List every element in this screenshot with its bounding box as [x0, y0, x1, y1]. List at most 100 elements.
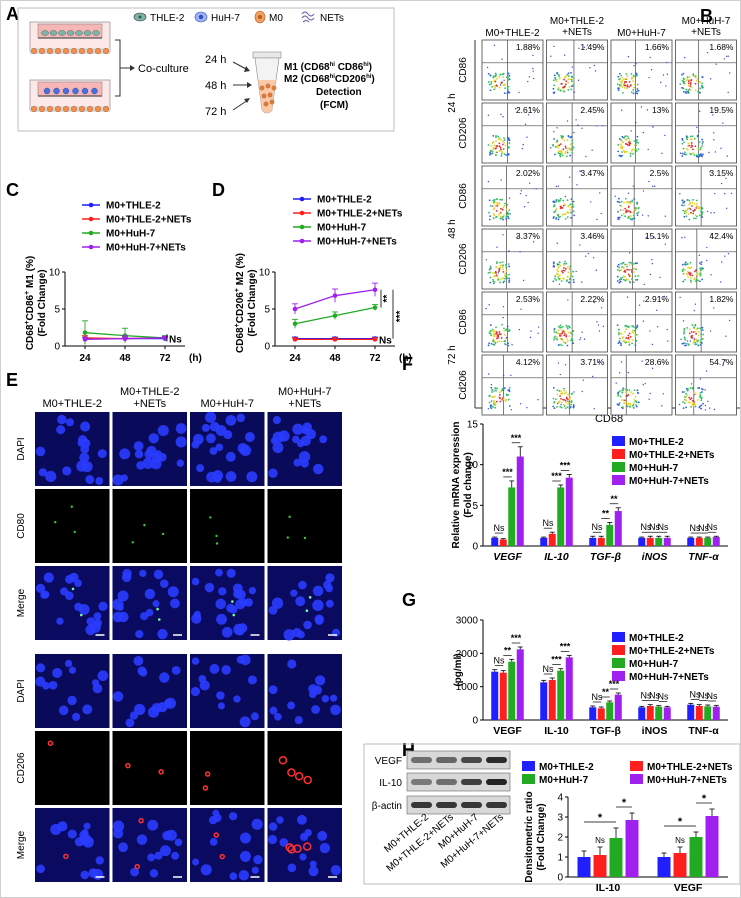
blot-band	[461, 802, 482, 808]
y-tick-label: 0	[54, 342, 60, 353]
y-axis-label-2: (Fold Change)	[247, 269, 258, 336]
flow-plot	[675, 354, 737, 416]
data-point	[372, 287, 378, 293]
sig-annotation: ***	[502, 467, 513, 477]
x-tick-label: TGF-β	[590, 725, 621, 737]
x-tick-label: IL-10	[544, 725, 569, 737]
micro-row-label: DAPI	[16, 679, 27, 702]
panel-letter-b: B	[700, 6, 713, 26]
blot-label: β-actin	[372, 801, 402, 812]
blot-band	[411, 757, 432, 763]
flow-percent: 2.53%	[516, 294, 541, 304]
legend-entry: M0+HuH-7+NETs	[629, 672, 709, 683]
x-tick-label: iNOS	[642, 551, 668, 563]
sig-annotation: Ns	[698, 691, 709, 701]
bar	[499, 539, 507, 546]
bar	[695, 706, 703, 720]
blot-label: VEGF	[375, 756, 402, 767]
chart-g: 0 1000 2000 3000 VEGF IL-10 TGF-β iNOS TNF-α (pg/…	[453, 616, 728, 737]
flow-plot	[675, 102, 737, 164]
data-point	[332, 337, 338, 342]
bar	[548, 533, 556, 546]
data-point	[82, 330, 88, 335]
sig-annotation: Ns	[543, 518, 554, 528]
flow-row-label: CD86	[458, 183, 469, 209]
blot-band	[461, 757, 482, 763]
legend-entry: M0+HuH-7	[629, 659, 679, 670]
sig-annotation: Ns	[592, 692, 603, 702]
bar	[687, 537, 695, 546]
flow-row-label: CD206	[458, 117, 469, 149]
flow-plot	[546, 228, 608, 290]
y-tick-label: 3	[557, 813, 563, 824]
blot-strip	[406, 795, 511, 815]
x-unit-label: (h)	[189, 353, 202, 364]
bar	[655, 706, 663, 720]
data-point	[292, 337, 298, 342]
legend-entry: M0+HuH-7+NETs	[629, 476, 709, 487]
bar	[704, 537, 712, 546]
sig-annotation: *	[702, 793, 707, 805]
sig-annotation: Ns	[543, 664, 554, 674]
x-tick-label: 72	[369, 353, 381, 364]
legend-entry: M0+HuH-7	[629, 463, 679, 474]
sig-annotation: *	[678, 816, 683, 828]
y-tick-label: 1000	[456, 682, 479, 693]
bar	[638, 537, 646, 546]
micro-image	[267, 731, 342, 805]
bar	[606, 524, 614, 546]
legend-swatch	[612, 449, 625, 459]
y-axis-label-2: (Fold change)	[463, 452, 474, 518]
flow-plot	[481, 228, 544, 290]
flow-percent: 42.4%	[709, 231, 734, 241]
data-point	[332, 293, 338, 298]
blot-band	[486, 802, 507, 808]
sig-annotation: ***	[551, 655, 562, 665]
micro-row-label: CD206	[16, 752, 27, 784]
data-point	[332, 313, 338, 318]
micro-image	[112, 731, 187, 805]
bar	[516, 649, 524, 720]
legend-entry: M0+HuH-7	[539, 775, 589, 786]
sig-annotation: Ns	[494, 656, 505, 666]
y-tick-label: 4	[557, 793, 563, 804]
flow-plot	[610, 291, 673, 353]
sig-annotation: ***	[560, 460, 571, 470]
flow-plot	[481, 165, 544, 227]
flow-plot	[481, 291, 544, 353]
flow-percent: 3.46%	[580, 231, 605, 241]
legend-swatch	[630, 774, 643, 784]
bar	[614, 511, 622, 546]
x-tick-label: VEGF	[674, 882, 703, 894]
blot-label: IL-10	[379, 778, 402, 789]
flow-plot	[546, 165, 608, 227]
x-tick-label: iNOS	[642, 725, 668, 737]
sig-annotation: Ns	[707, 691, 718, 701]
panel-letter-f: F	[402, 354, 413, 374]
chart-c: 0 5 10 24 48 72 (h) CD68+CD86+ M1 (%) (Fold Chan…	[24, 201, 202, 365]
y-tick-label: 5	[54, 305, 60, 316]
sig-annotation: Ns	[675, 836, 685, 845]
bar	[508, 487, 516, 546]
x-tick-label: VEGF	[493, 551, 522, 563]
micro-image	[190, 731, 265, 805]
legend-swatch	[612, 632, 625, 642]
legend-entry: M0+THLE-2	[629, 437, 684, 448]
bar	[695, 537, 703, 546]
fcm-label: (FCM)	[320, 100, 348, 111]
x-tick-label: TGF-β	[590, 551, 621, 563]
micro-image	[112, 489, 187, 563]
bar	[508, 661, 516, 720]
sig-annotation: ***	[609, 679, 620, 689]
blot-band	[486, 779, 507, 785]
flow-row-label: CD86	[458, 309, 469, 335]
bar	[609, 838, 623, 877]
legend-nets: NETs	[320, 13, 344, 24]
micro-row-label: DAPI	[16, 437, 27, 460]
flow-plot	[675, 228, 737, 290]
sig-annotation: Ns	[707, 522, 718, 532]
sig-annotation: Ns	[658, 692, 669, 702]
y-tick-label: 15	[467, 420, 479, 431]
flow-percent: 2.45%	[580, 105, 605, 115]
